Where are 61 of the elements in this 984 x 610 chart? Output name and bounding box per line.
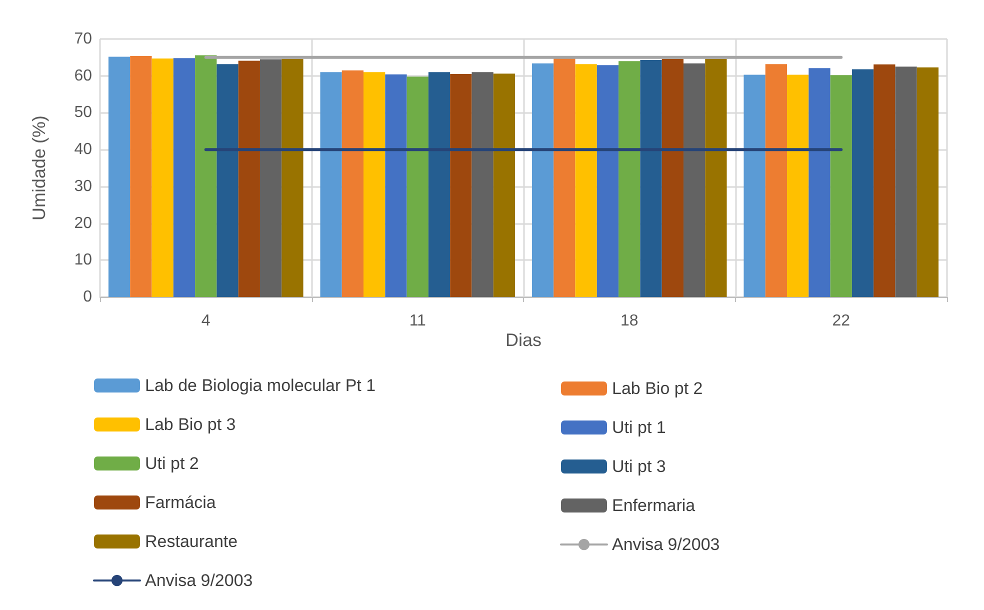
x-tick-label: 22 <box>832 312 850 330</box>
bar <box>532 63 554 297</box>
bar <box>450 74 472 297</box>
bar <box>744 74 766 297</box>
x-tick-label: 18 <box>620 312 638 330</box>
bar <box>683 63 706 297</box>
bar <box>493 74 516 297</box>
legend-label: Anvisa 9/2003 <box>612 535 720 554</box>
legend-label: Lab de Biologia molecular Pt 1 <box>145 376 376 395</box>
bar <box>238 60 260 297</box>
y-tick-label: 20 <box>74 214 92 232</box>
y-tick-label: 70 <box>74 30 92 48</box>
y-tick-label: 50 <box>74 104 92 122</box>
legend-label: Uti pt 2 <box>145 454 199 473</box>
y-tick-label: 40 <box>74 141 92 158</box>
bar <box>808 68 830 297</box>
bar <box>765 64 788 297</box>
bar <box>320 72 342 297</box>
y-axis-title: Umidade (%) <box>29 115 49 221</box>
bar <box>662 58 684 297</box>
bar <box>830 75 852 297</box>
legend-label: Enfermaria <box>612 496 696 515</box>
bar <box>195 55 217 297</box>
y-tick-label: 60 <box>74 67 92 84</box>
bar <box>216 64 238 297</box>
bar <box>874 64 896 297</box>
bar <box>173 58 196 297</box>
bar <box>705 58 727 297</box>
x-tick-label: 11 <box>409 312 426 330</box>
bar <box>575 64 597 297</box>
bar <box>108 56 130 297</box>
legend-label: Lab Bio pt 3 <box>145 415 236 434</box>
y-tick-label: 10 <box>74 252 92 269</box>
y-tick-label: 0 <box>83 288 92 306</box>
bar <box>342 70 364 297</box>
x-tick-label: 4 <box>201 312 210 330</box>
bar <box>130 56 152 297</box>
bar <box>385 74 407 297</box>
bar <box>152 58 174 297</box>
bar <box>282 58 304 297</box>
legend-label: Farmácia <box>145 493 216 512</box>
bar <box>472 72 494 297</box>
bar <box>260 59 282 297</box>
x-axis-title: Dias <box>505 330 542 350</box>
bar <box>852 69 874 297</box>
legend-label: Lab Bio pt 2 <box>612 379 703 398</box>
bar <box>428 72 450 297</box>
bar <box>406 76 428 297</box>
bar <box>895 66 917 297</box>
bar <box>596 65 619 297</box>
bar <box>916 67 939 297</box>
legend-label: Uti pt 3 <box>612 457 666 476</box>
bar <box>640 60 662 297</box>
legend-label: Uti pt 1 <box>612 418 666 437</box>
bar <box>364 72 386 297</box>
legend-label: Restaurante <box>145 532 238 551</box>
legend-label: Anvisa 9/2003 <box>145 571 253 590</box>
bar <box>554 58 576 297</box>
y-tick-label: 30 <box>74 178 92 195</box>
bar <box>618 61 640 297</box>
bar <box>787 74 809 297</box>
